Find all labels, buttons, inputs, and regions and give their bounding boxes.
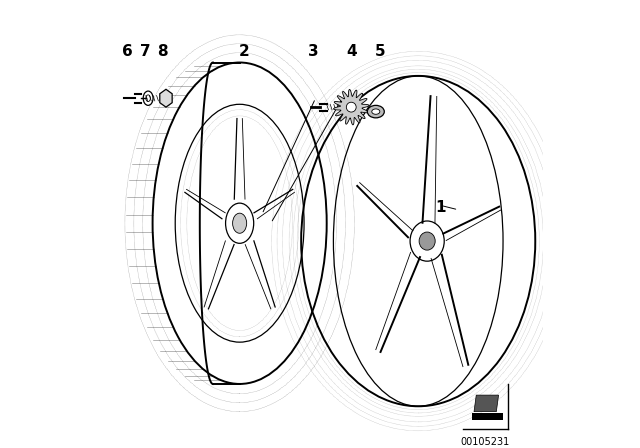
Polygon shape (333, 90, 369, 125)
Text: 1: 1 (435, 200, 446, 215)
Text: 2: 2 (239, 44, 250, 59)
Text: 6: 6 (122, 44, 132, 59)
Text: 00105231: 00105231 (461, 437, 510, 447)
Ellipse shape (372, 109, 380, 114)
Polygon shape (472, 413, 503, 420)
Ellipse shape (346, 102, 356, 112)
Ellipse shape (232, 213, 246, 233)
Text: 8: 8 (157, 44, 168, 59)
Text: 7: 7 (140, 44, 150, 59)
Ellipse shape (419, 232, 435, 250)
Polygon shape (160, 89, 172, 107)
Text: 3: 3 (308, 44, 319, 59)
Ellipse shape (367, 105, 384, 118)
Polygon shape (474, 395, 499, 412)
Text: 5: 5 (375, 44, 385, 59)
Text: 4: 4 (346, 44, 356, 59)
